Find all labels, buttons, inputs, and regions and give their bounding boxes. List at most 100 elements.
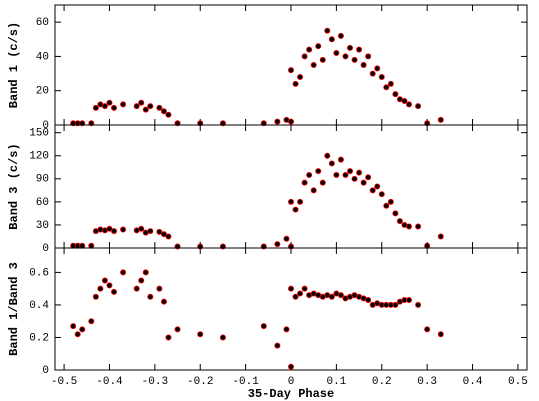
data-point (378, 191, 385, 198)
plot-frame (54, 4, 528, 126)
data-point (101, 103, 108, 110)
data-point (346, 168, 353, 175)
data-point (106, 99, 113, 106)
plot-frame (54, 247, 528, 371)
data-point (138, 225, 145, 232)
data-point (365, 297, 372, 304)
data-point (301, 53, 308, 60)
data-point (292, 206, 299, 213)
data-point (156, 285, 163, 292)
y-tick-label: 0.2 (29, 332, 49, 344)
data-point (165, 111, 172, 118)
y-axis-label: Band 1 (c/s) (7, 22, 21, 108)
data-point (383, 202, 390, 209)
data-point (383, 84, 390, 91)
data-point (160, 231, 167, 238)
data-point (356, 46, 363, 53)
data-point (165, 233, 172, 240)
data-point (342, 53, 349, 60)
data-point (292, 293, 299, 300)
data-point (156, 104, 163, 111)
x-axis-label: 35-Day Phase (248, 387, 334, 401)
data-point (101, 277, 108, 284)
y-tick-label: 0 (42, 120, 49, 132)
data-point (310, 187, 317, 194)
data-point (165, 334, 172, 341)
data-point (297, 198, 304, 205)
data-point (92, 104, 99, 111)
data-point (437, 116, 444, 123)
data-point (260, 323, 267, 330)
data-point (328, 36, 335, 43)
data-point (301, 285, 308, 292)
data-point (138, 99, 145, 106)
data-point (378, 74, 385, 81)
data-point (328, 160, 335, 167)
data-point (287, 363, 294, 370)
data-point (287, 198, 294, 205)
y-axis-label: Band 1/Band 3 (7, 262, 21, 356)
y-tick-label: 30 (36, 220, 49, 232)
data-point (306, 171, 313, 178)
y-tick-label: 0 (42, 365, 49, 377)
data-point (287, 118, 294, 125)
x-tick-label: 0.1 (326, 376, 346, 388)
data-point (337, 156, 344, 163)
x-tick-label: 0.5 (508, 376, 528, 388)
data-point (133, 285, 140, 292)
data-point (174, 326, 181, 333)
data-point (274, 118, 281, 125)
x-tick-label: 0.3 (417, 376, 437, 388)
y-tick-label: 150 (29, 128, 49, 140)
data-point (342, 171, 349, 178)
data-point (415, 103, 422, 110)
data-point (365, 174, 372, 181)
data-point (319, 56, 326, 63)
data-point (274, 241, 281, 248)
data-point (70, 323, 77, 330)
data-point (337, 32, 344, 39)
data-point (333, 50, 340, 57)
data-point (142, 269, 149, 276)
y-tick-label: 60 (36, 197, 49, 209)
data-point (324, 152, 331, 159)
data-point (156, 228, 163, 235)
data-point (147, 228, 154, 235)
data-point (415, 223, 422, 230)
x-tick-label: 0.4 (463, 376, 483, 388)
x-tick-label: 0.2 (372, 376, 392, 388)
data-point (424, 326, 431, 333)
data-point (369, 70, 376, 77)
data-point (415, 301, 422, 308)
data-point (315, 168, 322, 175)
data-point (310, 62, 317, 69)
data-point (360, 62, 367, 69)
data-point (197, 331, 204, 338)
x-tick-label: 0 (288, 376, 295, 388)
x-tick-label: -0.1 (232, 376, 259, 388)
data-point (297, 74, 304, 81)
data-point (392, 91, 399, 98)
data-point (283, 326, 290, 333)
data-point (147, 293, 154, 300)
data-point (287, 285, 294, 292)
data-point (88, 318, 95, 325)
data-point (138, 277, 145, 284)
data-point (337, 292, 344, 299)
data-point (301, 179, 308, 186)
data-point (133, 103, 140, 110)
data-point (160, 298, 167, 305)
x-tick-label: -0.3 (142, 376, 168, 388)
data-point (346, 44, 353, 51)
y-tick-label: 40 (36, 51, 49, 63)
y-tick-label: 0.6 (29, 267, 49, 279)
data-point (283, 235, 290, 242)
data-point (360, 179, 367, 186)
data-point (374, 65, 381, 72)
data-point (351, 56, 358, 63)
data-point (74, 331, 81, 338)
data-point (297, 290, 304, 297)
y-tick-label: 120 (29, 151, 49, 163)
data-point (120, 226, 127, 233)
